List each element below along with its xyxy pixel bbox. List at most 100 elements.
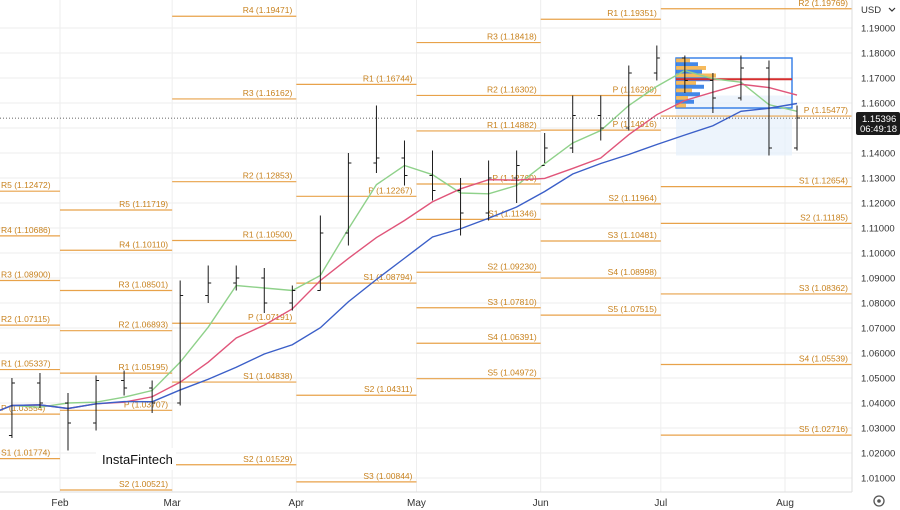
- month-tick-label: Feb: [51, 498, 69, 509]
- pivot-label: S3 (1.10481): [608, 230, 657, 240]
- candle: [653, 45, 660, 81]
- pivot-label: S2 (1.04311): [364, 384, 413, 394]
- pivot-label: R1 (1.19351): [607, 8, 657, 18]
- gear-icon[interactable]: [873, 495, 885, 507]
- candle: [261, 268, 268, 313]
- pivot-label: S3 (1.08362): [799, 283, 848, 293]
- price-tick-label: 1.14000: [861, 149, 895, 160]
- candle: [681, 55, 688, 93]
- pivot-label: S1 (1.04838): [243, 371, 292, 381]
- pivot-label: P (1.15477): [804, 105, 848, 115]
- pivot-label: R4 (1.10686): [1, 225, 51, 235]
- pivot-label: R1 (1.10500): [243, 230, 293, 240]
- currency-label[interactable]: USD: [861, 5, 881, 16]
- price-tag-value: 1.15396: [862, 114, 896, 125]
- pivot-label: S1 (1.01774): [1, 448, 50, 458]
- pivot-label: P (1.14916): [613, 119, 657, 129]
- price-tick-label: 1.08000: [861, 299, 895, 310]
- candle: [177, 280, 184, 406]
- profile-bar: [676, 58, 690, 63]
- pivot-label: S5 (1.07515): [608, 304, 657, 314]
- pivot-label: P (1.03554): [1, 403, 45, 413]
- pivot-label: S2 (1.11185): [800, 212, 848, 222]
- candle: [345, 153, 352, 246]
- pivot-label: R2 (1.12853): [243, 171, 293, 181]
- price-tick-label: 1.04000: [861, 399, 895, 410]
- candle: [317, 215, 324, 291]
- price-tick-label: 1.06000: [861, 349, 895, 360]
- candle: [121, 370, 128, 396]
- brand-logo-text: InstaFintech: [102, 452, 173, 467]
- pivot-label: R4 (1.10110): [119, 239, 168, 249]
- pivot-label: P (1.03707): [124, 399, 168, 409]
- price-axis-panel: [852, 0, 900, 510]
- pivot-label: P (1.07191): [248, 312, 292, 322]
- pivot-label: S5 (1.02716): [799, 424, 848, 434]
- pivot-label: S5 (1.04972): [488, 368, 537, 378]
- month-tick-label: Mar: [164, 498, 182, 509]
- price-tag: [856, 112, 900, 135]
- pivot-levels: R4 (1.19471)R2 (1.20211)R1 (1.19351)R2 (…: [0, 0, 852, 491]
- pivot-label: S1 (1.08794): [363, 272, 412, 282]
- pivot-label: S4 (1.06391): [488, 332, 537, 342]
- candle: [65, 393, 72, 451]
- pivot-label: S2 (1.00521): [119, 479, 168, 489]
- month-tick-label: Jun: [533, 498, 549, 509]
- pivot-label: R2 (1.07115): [1, 314, 50, 324]
- pivot-label: R1 (1.16744): [363, 73, 413, 83]
- profile-bar: [676, 84, 704, 89]
- candle: [429, 150, 436, 201]
- pivot-label: R2 (1.19769): [798, 0, 848, 8]
- month-tick-label: Apr: [289, 498, 305, 509]
- pivot-label: S2 (1.11964): [608, 193, 657, 203]
- profile-bar: [676, 62, 698, 67]
- pivot-label: S2 (1.01529): [243, 454, 292, 464]
- candle: [485, 160, 492, 221]
- profile-bar: [676, 92, 700, 97]
- month-tick-label: Jul: [654, 498, 667, 509]
- price-tick-label: 1.17000: [861, 74, 895, 85]
- chevron-down-icon[interactable]: [888, 7, 896, 12]
- candle: [569, 95, 576, 153]
- pivot-label: R1 (1.05337): [1, 359, 51, 369]
- price-tick-label: 1.11000: [861, 224, 895, 235]
- candle: [373, 105, 380, 173]
- profile-bar: [676, 88, 692, 93]
- pivot-label: R1 (1.05195): [119, 362, 169, 372]
- candle: [737, 55, 744, 101]
- candle: [765, 60, 772, 156]
- price-tick-label: 1.02000: [861, 449, 895, 460]
- brand-backdrop: [96, 448, 176, 470]
- price-tick-label: 1.05000: [861, 374, 895, 385]
- pivot-label: R5 (1.11719): [119, 199, 168, 209]
- candle: [625, 65, 632, 131]
- pivot-label: R3 (1.18418): [487, 32, 537, 42]
- price-tick-label: 1.10000: [861, 249, 895, 260]
- pivot-label: R1 (1.14882): [487, 120, 537, 130]
- candle: [149, 380, 156, 413]
- candle: [8, 378, 15, 438]
- profile-bar: [676, 73, 716, 78]
- price-tick-label: 1.19000: [861, 24, 895, 35]
- pivot-label: S1 (1.12654): [799, 176, 848, 186]
- candle: [36, 373, 43, 408]
- month-tick-label: May: [407, 498, 426, 509]
- price-tick-label: 1.18000: [861, 49, 895, 60]
- pivot-label: R3 (1.08900): [1, 270, 51, 280]
- pivot-label: R2 (1.16302): [487, 84, 537, 94]
- price-tick-label: 1.13000: [861, 174, 895, 185]
- profile-bar: [676, 103, 686, 108]
- time-axis-ticks: Feb Mar Apr May Jun Jul Aug: [51, 498, 794, 509]
- pivot-label: S4 (1.08998): [608, 267, 657, 277]
- price-tick-label: 1.03000: [861, 424, 895, 435]
- price-tick-label: 1.12000: [861, 199, 895, 210]
- profile-bar: [676, 99, 694, 104]
- price-tick-label: 1.01000: [861, 474, 895, 485]
- candle: [233, 265, 240, 291]
- candle: [541, 133, 548, 166]
- pivot-label: S3 (1.07810): [488, 297, 537, 307]
- profile-bar: [676, 96, 688, 100]
- price-tag-time: 06:49:18: [860, 124, 897, 135]
